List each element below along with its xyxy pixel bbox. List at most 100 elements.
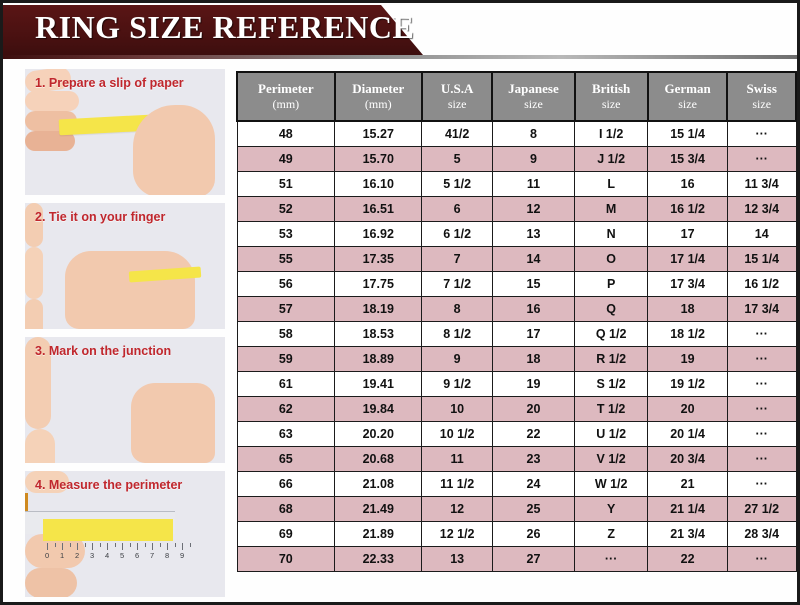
table-cell-diameter: 17.75 (334, 271, 423, 298)
table-row: 58 18.53 8 1/2 17 Q 1/2 18 1/2 ··· (236, 321, 797, 348)
table-cell-german: 17 1/4 (647, 246, 728, 273)
table-cell-british: P (573, 271, 649, 298)
column-header-german: German size (646, 70, 729, 123)
table-cell-perimeter: 57 (236, 296, 336, 323)
table-cell-swiss: 11 3/4 (726, 171, 797, 198)
table-cell-swiss: ··· (726, 346, 797, 373)
column-header-unit: size (447, 97, 467, 112)
column-header-name: Swiss (746, 81, 777, 96)
table-cell-perimeter: 55 (236, 246, 336, 273)
page-title: RING SIZE REFERENCE (35, 9, 415, 45)
table-cell-japanese: 13 (491, 221, 576, 248)
paper-strip-illustration (43, 519, 173, 541)
table-cell-perimeter: 61 (236, 371, 336, 398)
table-cell-swiss: ··· (726, 546, 797, 573)
table-cell-japanese: 12 (491, 196, 576, 223)
table-cell-german: 16 (647, 171, 728, 198)
table-cell-perimeter: 65 (236, 446, 336, 473)
table-cell-diameter: 21.89 (334, 521, 423, 548)
banner-divider-rule (3, 55, 797, 59)
table-row: 61 19.41 9 1/2 19 S 1/2 19 1/2 ··· (236, 371, 797, 398)
table-row: 63 20.20 10 1/2 22 U 1/2 20 1/4 ··· (236, 421, 797, 448)
table-cell-perimeter: 69 (236, 521, 336, 548)
table-cell-german: 22 (647, 546, 728, 573)
table-cell-swiss: ··· (726, 146, 797, 173)
table-row: 57 18.19 8 16 Q 18 17 3/4 (236, 296, 797, 323)
table-cell-swiss: ··· (726, 371, 797, 398)
table-cell-diameter: 22.33 (334, 546, 423, 573)
step-3-label: 3. Mark on the junction (35, 344, 172, 358)
table-cell-german: 19 (647, 346, 728, 373)
table-row: 52 16.51 6 12 M 16 1/2 12 3/4 (236, 196, 797, 223)
table-cell-british: S 1/2 (573, 371, 649, 398)
table-cell-perimeter: 68 (236, 496, 336, 523)
table-cell-perimeter: 70 (236, 546, 336, 573)
column-header-unit: (mm) (272, 97, 300, 112)
finger-illustration (25, 91, 79, 111)
table-cell-perimeter: 63 (236, 421, 336, 448)
table-cell-british: V 1/2 (573, 446, 649, 473)
table-cell-diameter: 16.92 (334, 221, 423, 248)
column-header-name: Japanese (508, 81, 559, 96)
table-cell-perimeter: 49 (236, 146, 336, 173)
table-cell-japanese: 19 (491, 371, 576, 398)
table-cell-british: I 1/2 (573, 120, 649, 148)
table-cell-german: 15 1/4 (647, 120, 728, 148)
table-cell-usa: 8 1/2 (421, 321, 493, 348)
table-cell-british: R 1/2 (573, 346, 649, 373)
column-header-unit: size (752, 97, 772, 112)
step-2-label: 2. Tie it on your finger (35, 210, 166, 224)
finger-illustration (25, 203, 43, 247)
table-cell-british: N (573, 221, 649, 248)
table-cell-japanese: 26 (491, 521, 576, 548)
table-row: 55 17.35 7 14 O 17 1/4 15 1/4 (236, 246, 797, 273)
table-cell-british: U 1/2 (573, 421, 649, 448)
table-cell-diameter: 15.27 (334, 120, 423, 148)
table-cell-british: T 1/2 (573, 396, 649, 423)
table-cell-usa: 8 (421, 296, 493, 323)
finger-illustration (25, 337, 51, 429)
step-card-3: 3. Mark on the junction (25, 337, 225, 463)
column-header-perimeter: Perimeter (mm) (236, 70, 336, 123)
ring-size-table-container: Perimeter (mm) Diameter (mm) U.S.A size … (236, 70, 797, 573)
table-cell-japanese: 20 (491, 396, 576, 423)
table-cell-diameter: 18.19 (334, 296, 423, 323)
finger-illustration (25, 131, 75, 151)
table-cell-usa: 11 (421, 446, 493, 473)
table-cell-perimeter: 56 (236, 271, 336, 298)
table-cell-british: Q (573, 296, 649, 323)
table-cell-japanese: 17 (491, 321, 576, 348)
column-header-name: U.S.A (440, 81, 474, 96)
table-cell-japanese: 9 (491, 146, 576, 173)
table-cell-german: 15 3/4 (647, 146, 728, 173)
table-cell-diameter: 17.35 (334, 246, 423, 273)
table-cell-diameter: 19.41 (334, 371, 423, 398)
table-cell-perimeter: 51 (236, 171, 336, 198)
table-cell-usa: 10 1/2 (421, 421, 493, 448)
header-banner: RING SIZE REFERENCE (3, 3, 797, 59)
table-cell-german: 21 3/4 (647, 521, 728, 548)
table-cell-usa: 6 1/2 (421, 221, 493, 248)
column-header-british: British size (573, 70, 649, 123)
hand-illustration (131, 383, 215, 463)
table-cell-diameter: 21.08 (334, 471, 423, 498)
column-header-usa: U.S.A size (420, 70, 494, 123)
table-cell-usa: 9 1/2 (421, 371, 493, 398)
pen-mark-illustration (25, 493, 28, 511)
ruler-tick-label: 3 (90, 551, 95, 560)
table-cell-usa: 9 (421, 346, 493, 373)
table-body: 48 15.27 41/2 8 I 1/2 15 1/4 ··· 49 15.70 5 9 J 1/2… (236, 120, 797, 573)
table-cell-perimeter: 59 (236, 346, 336, 373)
table-cell-japanese: 22 (491, 421, 576, 448)
table-cell-swiss: 27 1/2 (726, 496, 797, 523)
table-cell-usa: 7 1/2 (421, 271, 493, 298)
table-cell-german: 21 (647, 471, 728, 498)
table-cell-british: M (573, 196, 649, 223)
table-row: 56 17.75 7 1/2 15 P 17 3/4 16 1/2 (236, 271, 797, 298)
table-cell-swiss: ··· (726, 471, 797, 498)
ruler-tick-label: 9 (180, 551, 185, 560)
table-cell-usa: 13 (421, 546, 493, 573)
ruler-tick-label: 2 (75, 551, 80, 560)
table-cell-perimeter: 48 (236, 120, 336, 148)
table-cell-usa: 6 (421, 196, 493, 223)
